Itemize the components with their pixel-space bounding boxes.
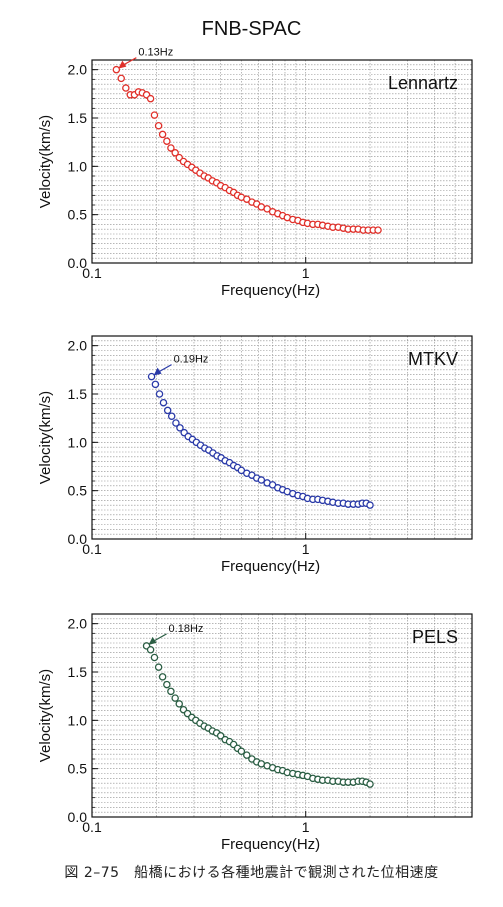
x-tick-label: 0.1 <box>82 541 102 557</box>
data-point <box>163 137 171 145</box>
data-point <box>122 84 130 92</box>
data-point <box>374 226 382 234</box>
data-point <box>158 673 167 681</box>
y-tick-label: 0.0 <box>68 809 88 825</box>
series-points <box>142 642 374 788</box>
y-tick-label: 2.0 <box>68 338 88 354</box>
annotation-label: 0.18Hz <box>169 623 204 635</box>
y-tick-label: 0.0 <box>68 255 88 271</box>
x-tick-label: 1 <box>302 819 310 835</box>
y-tick-label: 1.0 <box>68 434 88 450</box>
data-point <box>112 65 121 74</box>
x-axis-label: Frequency(Hz) <box>221 558 320 575</box>
y-axis-label: Velocity(km/s) <box>37 115 54 208</box>
data-point <box>147 372 156 381</box>
panel-label: Lennartz <box>388 73 458 93</box>
data-point <box>163 680 171 689</box>
data-point <box>151 380 160 389</box>
panel-label: MTKV <box>408 349 458 369</box>
annotation-arrowhead <box>153 367 162 376</box>
data-point <box>150 653 159 662</box>
y-axis-label: Velocity(km/s) <box>37 669 54 762</box>
y-tick-label: 0.5 <box>68 483 88 499</box>
x-tick-label: 0.1 <box>82 819 102 835</box>
data-point <box>167 412 176 420</box>
y-tick-label: 0.5 <box>68 207 88 223</box>
data-point <box>159 398 168 407</box>
plot-frame <box>91 613 473 818</box>
y-tick-label: 2.0 <box>68 616 88 632</box>
data-point <box>172 419 180 427</box>
y-tick-label: 1.0 <box>68 158 88 174</box>
data-point <box>146 94 155 103</box>
data-point <box>146 646 155 654</box>
y-tick-label: 0.0 <box>68 531 88 547</box>
figure-caption: 図 2–75 船橋における各種地震計で観測された位相速度 <box>64 865 439 881</box>
data-point <box>150 111 159 119</box>
y-tick-label: 1.0 <box>68 712 88 728</box>
y-tick-label: 0.5 <box>68 761 88 777</box>
x-axis-label: Frequency(Hz) <box>221 282 320 299</box>
series-points <box>112 65 382 234</box>
data-point <box>158 130 167 139</box>
data-point <box>171 149 179 157</box>
data-point <box>154 121 163 130</box>
annotation-label: 0.19Hz <box>174 354 209 366</box>
figure-title: FNB-SPAC <box>201 18 302 40</box>
series-points <box>147 372 374 509</box>
grid <box>92 60 472 263</box>
x-tick-label: 1 <box>302 541 310 557</box>
data-point <box>117 74 125 83</box>
y-axis-label: Velocity(km/s) <box>37 391 54 484</box>
data-point <box>167 144 175 152</box>
x-tick-label: 0.1 <box>82 265 102 281</box>
data-point <box>154 663 163 671</box>
data-point <box>237 747 246 756</box>
data-point <box>216 732 225 740</box>
data-point <box>243 751 251 759</box>
data-point <box>171 694 179 702</box>
data-point <box>163 406 172 415</box>
data-point <box>366 501 374 509</box>
data-point <box>257 476 266 484</box>
grid <box>92 336 472 539</box>
data-point <box>167 687 175 696</box>
y-tick-label: 2.0 <box>68 62 88 78</box>
annotation-arrowhead <box>118 60 127 69</box>
y-tick-label: 1.5 <box>68 664 88 680</box>
plot-frame <box>91 335 473 540</box>
panel-label: PELS <box>412 627 458 647</box>
x-tick-label: 1 <box>302 265 310 281</box>
plot-frame <box>91 59 473 264</box>
data-point <box>155 390 164 398</box>
annotation-label: 0.13Hz <box>138 47 173 59</box>
data-point <box>176 424 184 432</box>
y-tick-label: 1.5 <box>68 386 88 402</box>
annotation-arrowhead <box>148 636 157 645</box>
x-axis-label: Frequency(Hz) <box>221 836 320 853</box>
data-point <box>366 780 374 788</box>
data-point <box>175 700 183 708</box>
y-tick-label: 1.5 <box>68 110 88 126</box>
